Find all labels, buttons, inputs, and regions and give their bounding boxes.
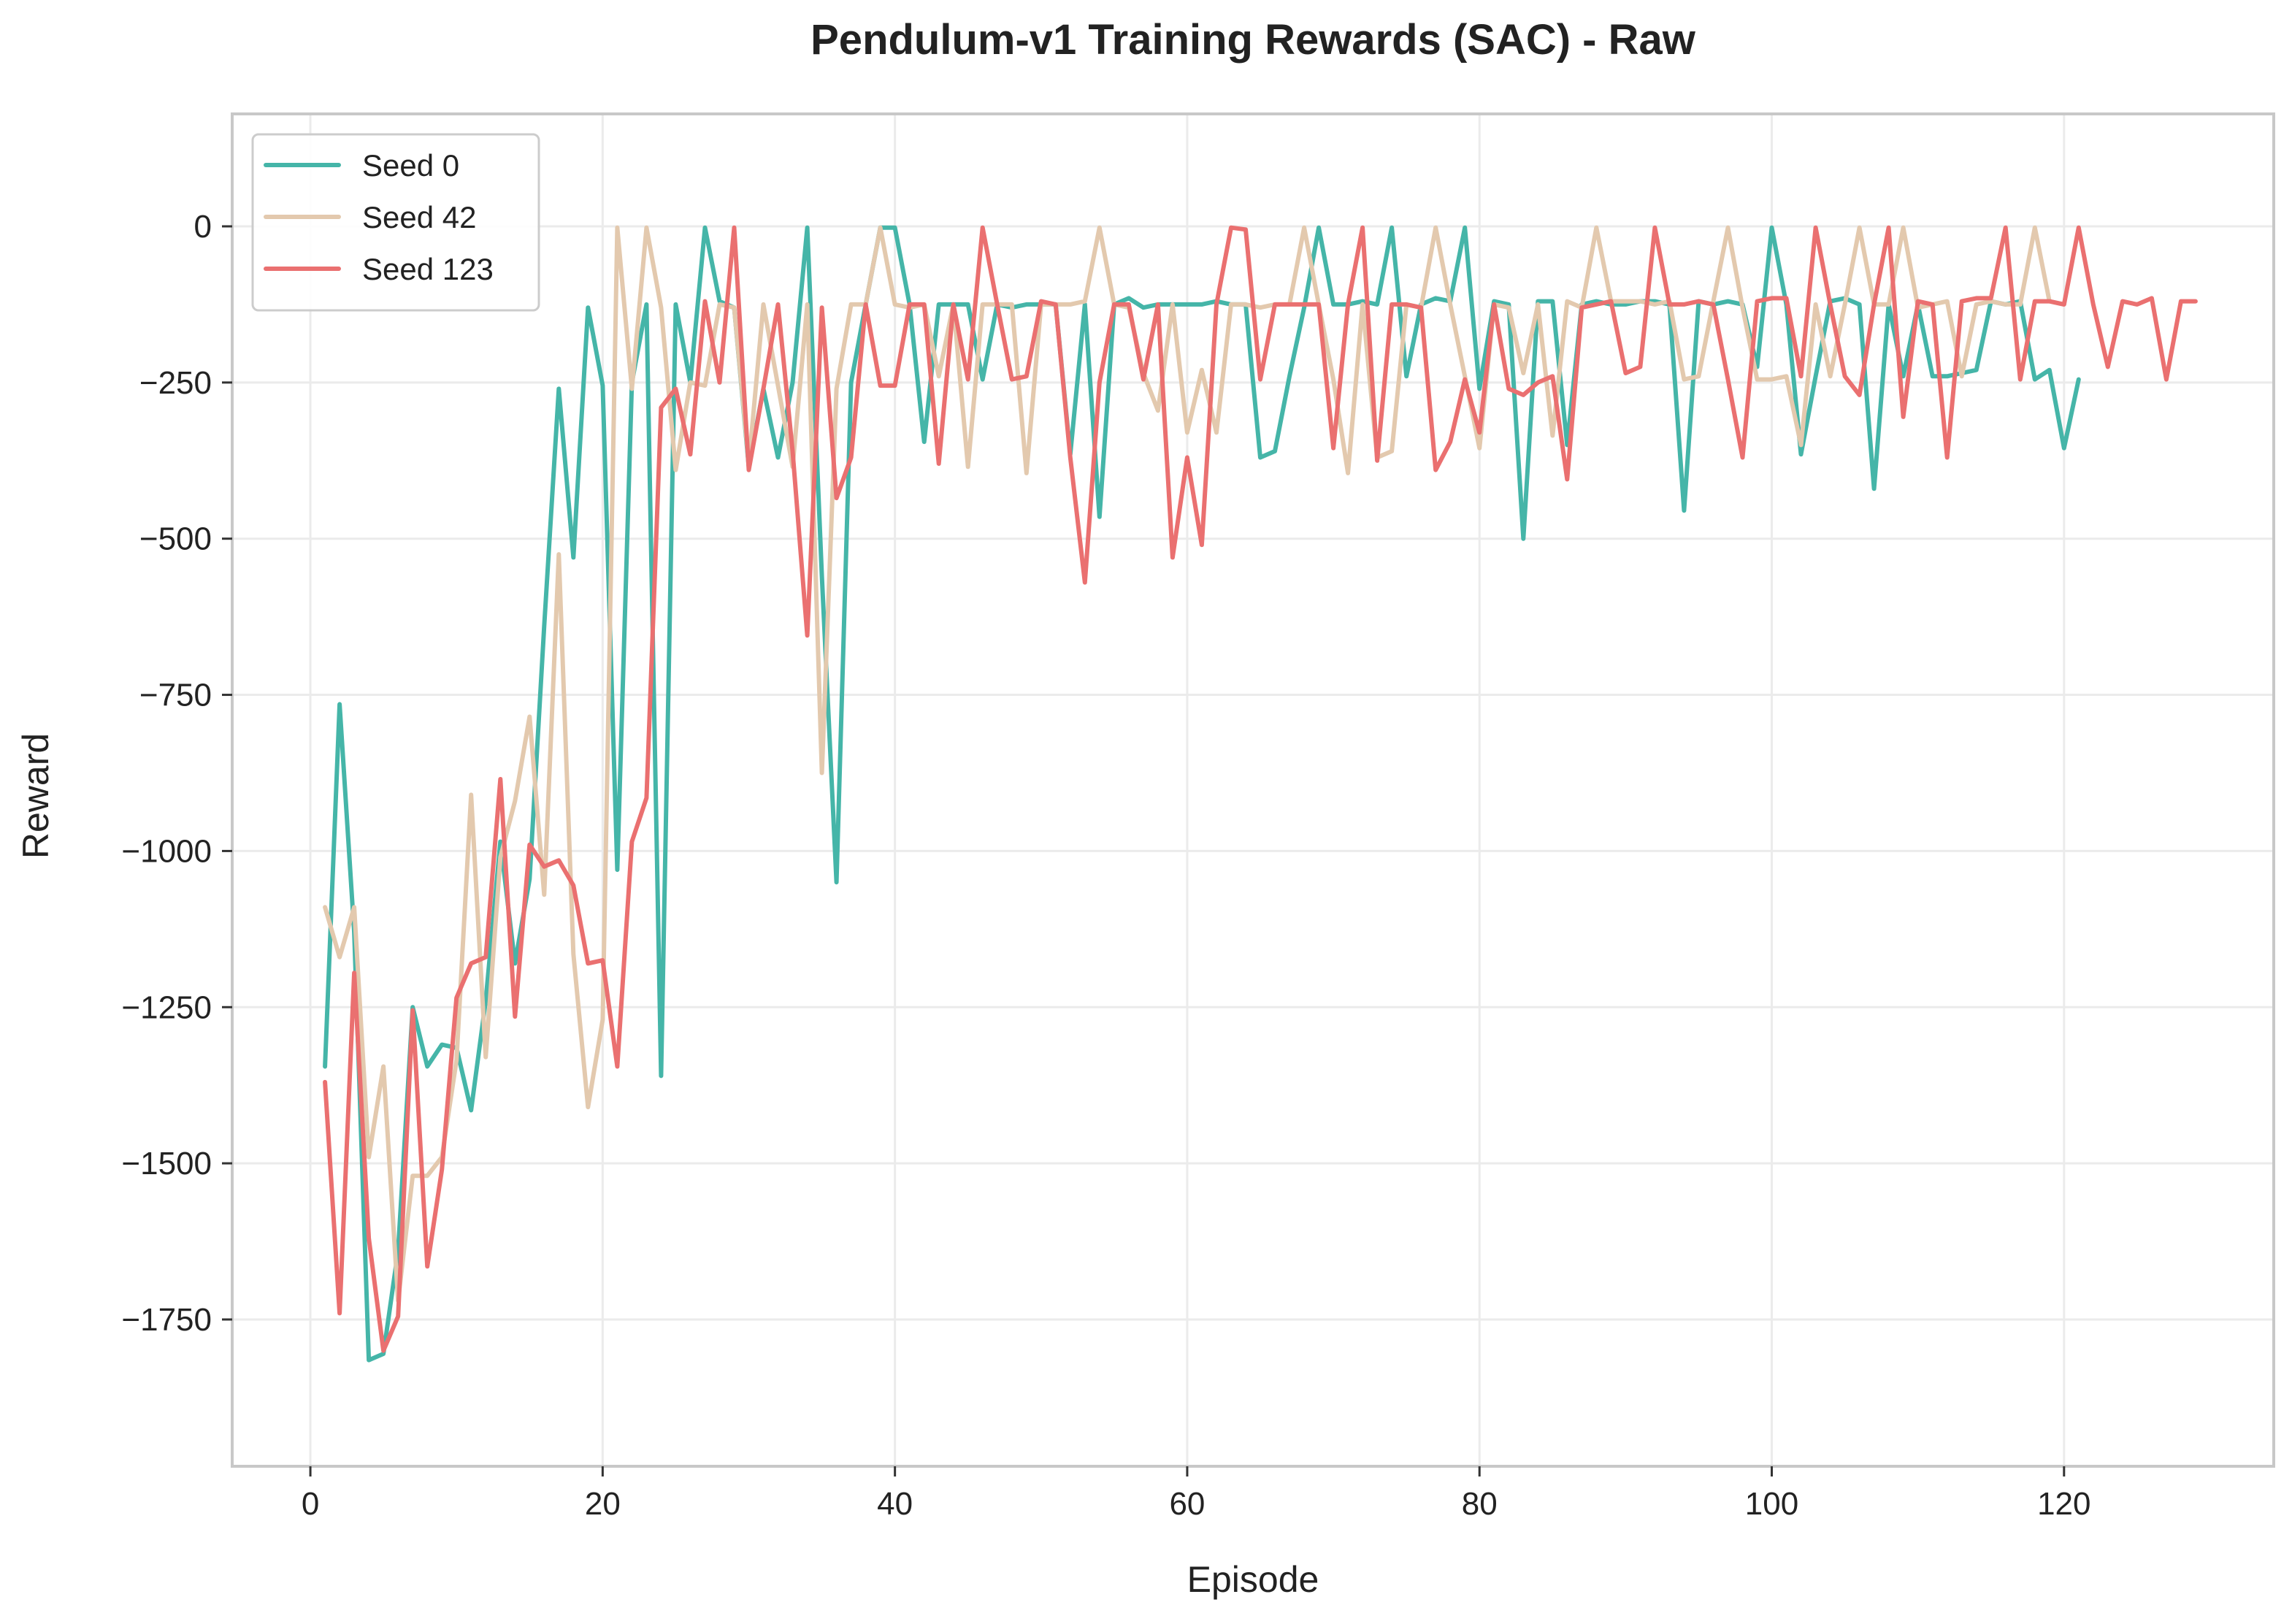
grid <box>232 114 2274 1466</box>
x-tick-label: 20 <box>585 1486 621 1522</box>
y-tick-label: −250 <box>139 365 212 401</box>
legend-label: Seed 42 <box>362 200 476 234</box>
x-axis-label: Episode <box>1187 1559 1319 1600</box>
y-tick-label: −1000 <box>121 833 212 869</box>
y-tick-label: −750 <box>139 678 212 713</box>
chart-title: Pendulum-v1 Training Rewards (SAC) - Raw <box>810 16 1696 64</box>
x-tick-label: 100 <box>1745 1486 1798 1522</box>
x-tick-label: 0 <box>302 1486 319 1522</box>
axis-ticks: 0 20 40 60 80 100 120 0 −250 −500 −750 −1000 −1250 −1… <box>121 209 2090 1522</box>
legend-box <box>251 133 540 312</box>
series-line-seed-42 <box>323 225 2066 1303</box>
series-line-seed-123 <box>323 225 2198 1353</box>
x-tick-label: 120 <box>2037 1486 2090 1522</box>
legend-label: Seed 123 <box>362 252 494 286</box>
y-axis-label: Reward <box>15 733 56 859</box>
legend: Seed 0 Seed 42 Seed 123 <box>251 133 540 312</box>
x-tick-label: 80 <box>1462 1486 1498 1522</box>
x-tick-label: 60 <box>1169 1486 1205 1522</box>
series-lines <box>323 225 2198 1363</box>
y-tick-label: −1250 <box>121 989 212 1025</box>
y-tick-label: −1500 <box>121 1146 212 1181</box>
y-tick-label: −500 <box>139 521 212 557</box>
x-tick-label: 40 <box>877 1486 913 1522</box>
y-tick-label: −1750 <box>121 1302 212 1338</box>
legend-label: Seed 0 <box>362 148 459 183</box>
plot-frame <box>231 112 2275 1468</box>
y-tick-label: 0 <box>194 209 212 245</box>
